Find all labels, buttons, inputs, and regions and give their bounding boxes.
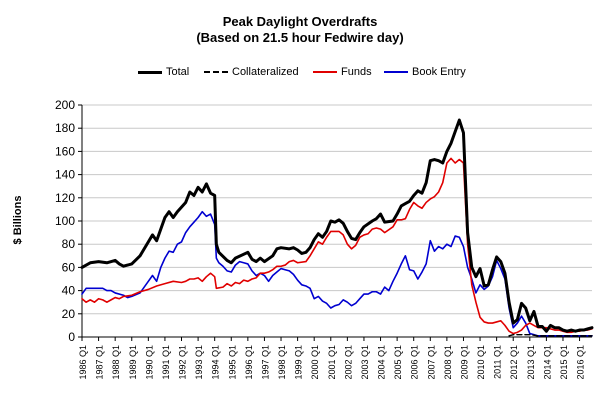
- legend-item-collateralized: Collateralized: [204, 66, 299, 78]
- x-tick-label: 2003 Q1: [360, 345, 370, 380]
- legend-swatch-total: [138, 70, 162, 74]
- x-tick-label: 1991 Q1: [161, 345, 171, 380]
- x-tick-label: 1996 Q1: [244, 345, 254, 380]
- chart-subtitle: (Based on 21.5 hour Fedwire day): [196, 30, 404, 45]
- x-tick-label: 2016 Q1: [576, 345, 586, 380]
- y-tick-label: 140: [55, 168, 75, 182]
- x-tick-label: 1995 Q1: [227, 345, 237, 380]
- y-tick-label: 120: [55, 191, 75, 205]
- legend-label-total: Total: [166, 66, 190, 79]
- series-line-total: [80, 118, 594, 333]
- x-tick-label: 2015 Q1: [559, 345, 569, 380]
- x-tick-label: 1993 Q1: [194, 345, 204, 380]
- legend-swatch-funds: [313, 71, 337, 74]
- x-tick-label: 1990 Q1: [144, 345, 154, 380]
- x-tick-label: 2002 Q1: [343, 345, 353, 380]
- x-tick-label: 2007 Q1: [426, 345, 436, 380]
- series-line-collateralized: [508, 333, 593, 337]
- y-tick-label: 160: [55, 144, 75, 158]
- x-tick-label: 2004 Q1: [377, 345, 387, 380]
- y-tick-label: 200: [55, 98, 75, 112]
- x-tick-label: 2012 Q1: [509, 345, 519, 380]
- x-tick-label: 1987 Q1: [95, 345, 105, 380]
- y-tick-label: 0: [68, 330, 75, 344]
- y-tick-label: 20: [62, 307, 76, 321]
- legend-swatch-collateralized: [204, 71, 228, 74]
- x-tick-label: 2006 Q1: [410, 345, 420, 380]
- x-tick-label: 2001 Q1: [327, 345, 337, 380]
- legend-label-funds: Funds: [341, 66, 372, 79]
- series-line-funds: [81, 157, 593, 335]
- legend-label-collateralized: Collateralized: [232, 66, 299, 79]
- y-tick-label: 180: [55, 121, 75, 135]
- x-tick-label: 2010 Q1: [476, 345, 486, 380]
- x-tick-label: 2000 Q1: [310, 345, 320, 380]
- x-tick-label: 2008 Q1: [443, 345, 453, 380]
- x-tick-label: 1989 Q1: [128, 345, 138, 380]
- y-tick-label: 100: [55, 214, 75, 228]
- x-tick-label: 1998 Q1: [277, 345, 287, 380]
- x-tick-label: 1997 Q1: [260, 345, 270, 380]
- x-tick-label: 1992 Q1: [178, 345, 188, 380]
- x-tick-label: 1994 Q1: [211, 345, 221, 380]
- legend-item-funds: Funds: [313, 66, 372, 78]
- x-tick-label: 2011 Q1: [493, 345, 503, 379]
- series-line-book-entry: [81, 210, 593, 337]
- x-tick-label: 1988 Q1: [111, 345, 121, 380]
- y-tick-label: 60: [62, 260, 76, 274]
- x-tick-label: 2014 Q1: [542, 345, 552, 380]
- chart-title: Peak Daylight Overdrafts: [222, 14, 378, 29]
- x-tick-label: 2009 Q1: [459, 345, 469, 380]
- y-tick-label: 80: [62, 237, 76, 251]
- y-axis-label: $ Billions: [12, 195, 24, 245]
- y-tick-label: 40: [62, 284, 76, 298]
- x-tick-label: 1986 Q1: [78, 345, 88, 380]
- x-tick-label: 2013 Q1: [526, 345, 536, 380]
- legend-item-book-entry: Book Entry: [384, 66, 466, 78]
- legend-item-total: Total: [138, 66, 189, 78]
- x-tick-label: 1999 Q1: [294, 345, 304, 380]
- x-tick-label: 2005 Q1: [393, 345, 403, 380]
- legend-swatch-book-entry: [384, 71, 408, 74]
- legend-label-book-entry: Book Entry: [412, 66, 466, 79]
